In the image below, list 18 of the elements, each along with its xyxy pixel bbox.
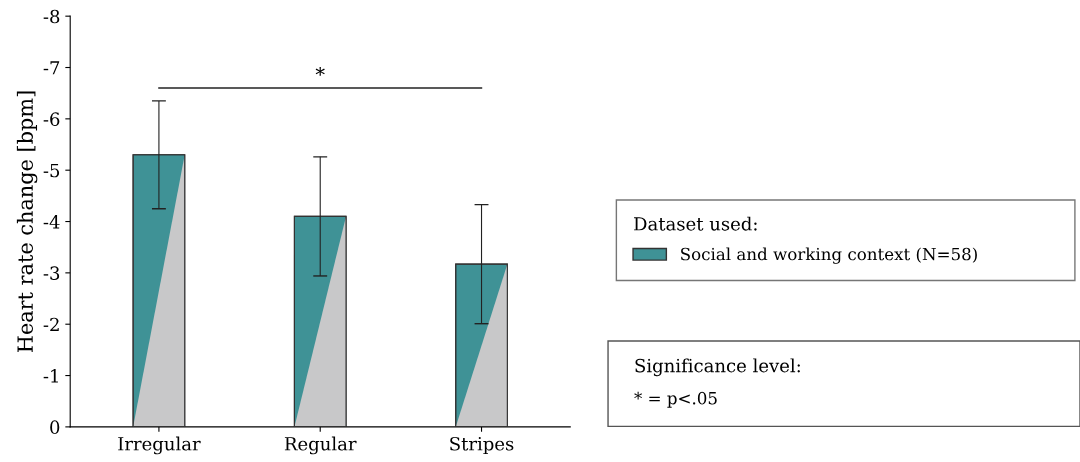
y-tick-label: -3 bbox=[43, 266, 60, 280]
y-tick-label: -2 bbox=[43, 317, 59, 332]
text: Significance level: bbox=[635, 358, 800, 377]
legend-title: Dataset used: bbox=[634, 216, 757, 231]
y-axis-title: Heart rate change [bpm] bbox=[16, 91, 38, 353]
y-tick-label: -8 bbox=[43, 9, 60, 24]
y-tick-label: -1 bbox=[43, 369, 58, 383]
y-tick-label: -6 bbox=[43, 112, 60, 126]
legend-label: Social and working context (N=58) bbox=[681, 247, 977, 264]
y-tick-label: 0 bbox=[50, 420, 60, 434]
y-tick-label: -5 bbox=[43, 163, 60, 178]
x-tick-label: Stripes bbox=[450, 436, 514, 455]
y-tick-label: -4 bbox=[43, 214, 60, 229]
x-tick-label: Regular bbox=[284, 436, 357, 455]
y-tick-label: -7 bbox=[43, 61, 60, 75]
text: * = p<.05 bbox=[634, 391, 717, 408]
x-tick-label: Irregular bbox=[118, 436, 201, 455]
annotation: * bbox=[315, 67, 325, 76]
